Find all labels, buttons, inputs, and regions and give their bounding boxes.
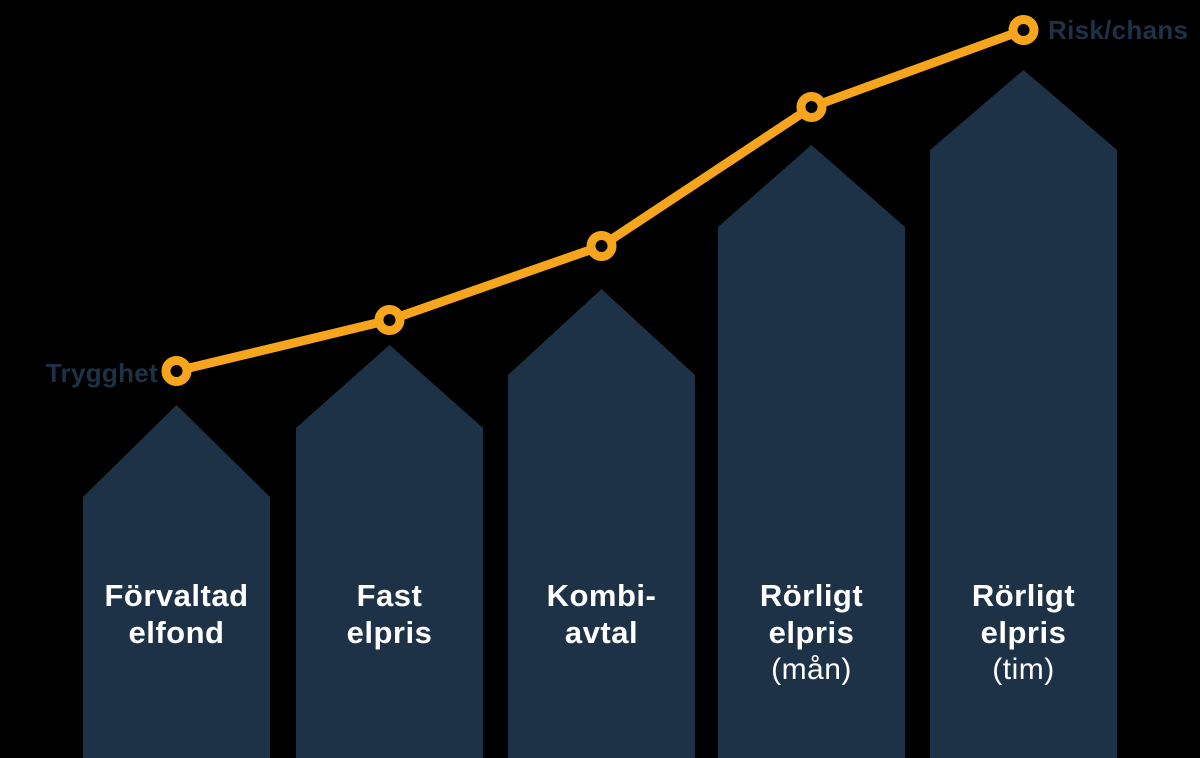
bar-fast-elpris (296, 345, 483, 758)
bar-rörligt-elpris-tim (930, 70, 1117, 758)
line-marker-icon (161, 356, 192, 386)
line-marker-icon (374, 305, 405, 335)
line-marker-icon (796, 92, 827, 122)
line-marker-icon (1008, 15, 1039, 45)
line-marker-icon (586, 231, 617, 261)
bar-kombi-avtal (508, 289, 695, 758)
line-start-label: Trygghet (45, 358, 158, 388)
bar-rörligt-elpris-mån (718, 145, 905, 758)
line-end-label: Risk/chans (1048, 15, 1189, 45)
bar-förvaltad-elfond (83, 405, 270, 758)
